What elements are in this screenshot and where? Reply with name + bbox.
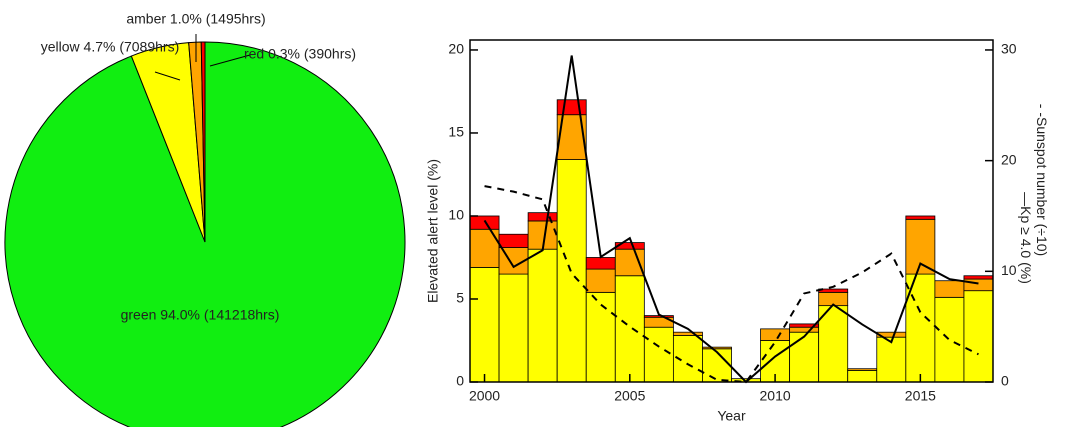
bar-segment <box>614 275 645 383</box>
bar-segment <box>643 315 674 318</box>
x-tick-label: 2005 <box>614 388 645 404</box>
bar-segment <box>847 368 878 371</box>
bar-segment <box>556 99 587 116</box>
y-tick-label: 10 <box>448 207 464 223</box>
plot-frame <box>469 39 994 383</box>
y-tick-label: 5 <box>456 290 464 306</box>
y-tick-label: 15 <box>448 124 464 140</box>
slice-label: amber 1.0% (1495hrs) <box>126 11 265 27</box>
bar-segment <box>702 348 732 383</box>
x-tick-label: 2000 <box>469 388 500 404</box>
bar-segment <box>556 159 587 383</box>
bar-segment <box>760 328 791 341</box>
leader-line <box>209 54 251 67</box>
legend-symbol: — <box>1018 192 1034 206</box>
bar-segment <box>963 290 994 383</box>
x-tick-label: 2010 <box>760 388 791 404</box>
bar-segment <box>469 267 500 383</box>
bar-segment <box>963 278 994 292</box>
slice-label: green 94.0% (141218hrs) <box>121 307 280 323</box>
bar-segment <box>905 215 936 220</box>
bar-segment <box>963 275 994 280</box>
y2-tick-label: 30 <box>1001 41 1017 57</box>
y-tick-label: 20 <box>448 41 464 57</box>
slice-label: yellow 4.7% (7089hrs) <box>41 39 180 55</box>
legend-entry: - -Sunspot number (÷10) <box>1034 104 1050 256</box>
x-tick-label: 2015 <box>905 388 936 404</box>
bar-segment <box>614 242 645 250</box>
pie-slice <box>200 41 206 243</box>
x-axis-label: Year <box>717 408 746 424</box>
bar-segment <box>789 331 820 383</box>
y2-tick-label: 20 <box>1001 151 1017 167</box>
bar-segment <box>585 291 616 383</box>
bar-segment <box>643 326 674 383</box>
bar-segment <box>847 369 878 383</box>
y-tick-label: 0 <box>456 373 464 389</box>
legend-label: Sunspot number (÷10) <box>1034 117 1050 256</box>
bar-segment <box>498 233 529 248</box>
bar-segment <box>672 331 703 336</box>
bar-segment <box>498 273 529 383</box>
bar-segment <box>527 248 558 383</box>
bar-segment <box>818 305 849 383</box>
y-axis-label: Elevated alert level (%) <box>425 159 441 303</box>
legend-symbol: - - <box>1034 104 1050 118</box>
leader-line <box>154 71 181 81</box>
bar-segment <box>934 296 965 383</box>
y2-tick-label: 10 <box>1001 262 1017 278</box>
bar-segment <box>585 257 616 270</box>
line-series <box>483 55 979 384</box>
slice-label: red 0.3% (390hrs) <box>244 46 356 62</box>
bar-segment <box>702 346 732 350</box>
bar-segment <box>789 326 820 333</box>
y2-tick-label: 0 <box>1001 373 1009 389</box>
bar-segment <box>934 280 965 298</box>
legend-entry: —Kp ≥ 4.0 (%) <box>1018 192 1034 284</box>
bar-segment <box>585 268 616 293</box>
bar-segment <box>469 215 500 230</box>
legend-label: Kp ≥ 4.0 (%) <box>1018 206 1034 284</box>
bar-segment <box>527 212 558 222</box>
bar-segment <box>876 336 907 383</box>
line-series <box>484 185 979 384</box>
